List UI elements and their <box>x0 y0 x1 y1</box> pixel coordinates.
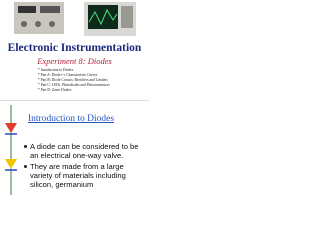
diode-symbol <box>5 123 17 133</box>
slide-subtitle: Experiment 8: Diodes <box>37 56 112 66</box>
bullet: A diode can be considered to be an elect… <box>24 142 146 160</box>
page: {"slides": [ {"title": "Electronic Instr… <box>0 0 149 199</box>
bullet: They are made from a large variety of ma… <box>24 162 146 189</box>
slide-2 <box>0 100 149 199</box>
bullet-list: A diode can be considered to be an elect… <box>24 142 146 191</box>
scope-screen <box>88 5 118 29</box>
diode-graphic <box>5 105 17 195</box>
slide-title: Electronic Instrumentation <box>7 42 142 54</box>
slide-title: Introduction to Diodes <box>28 114 115 124</box>
diode-symbol <box>5 159 17 169</box>
bullet: * Introduction to Diodes <box>38 68 74 72</box>
scope-controls <box>121 6 133 28</box>
bullet-list: * Introduction to Diodes * Part A: Diode… <box>38 68 110 93</box>
knob <box>35 21 41 27</box>
bullet: * Part A: Diode i-v Characteristic Curve… <box>38 73 98 77</box>
knob <box>21 21 27 27</box>
bullet: * Part B: Diode Circuits: Rectifiers and… <box>38 78 108 82</box>
bullet: * Part C: LEDs, Photodiodes and Phototra… <box>38 83 110 87</box>
display <box>18 6 36 13</box>
slide-1: Electronic Instrumentation Experiment 8:… <box>0 0 149 99</box>
bullet: * Part D: Zener Diodes <box>38 88 72 92</box>
instrument-photos <box>14 2 136 36</box>
waveform <box>88 8 118 26</box>
display <box>40 6 60 13</box>
knob <box>49 21 55 27</box>
